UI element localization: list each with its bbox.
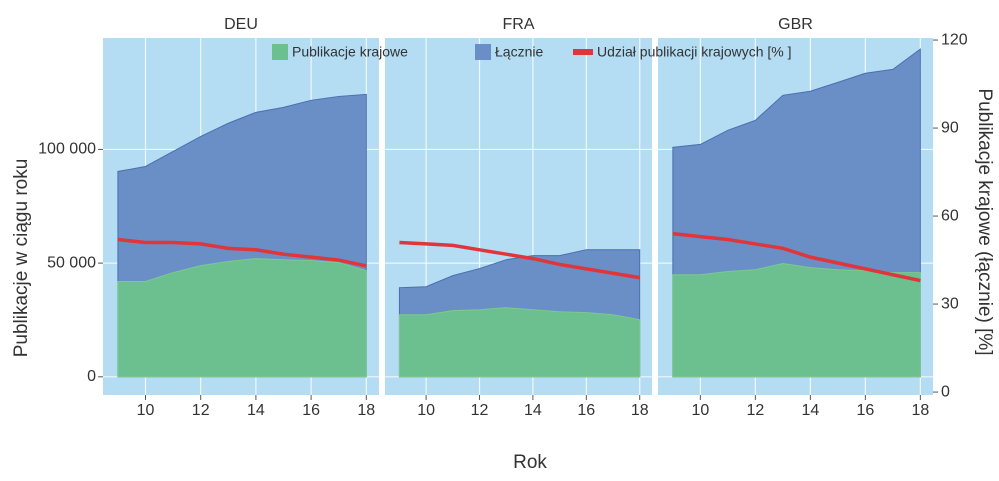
legend: Publikacje krajowe Łącznie Udział publikac…: [272, 44, 792, 60]
y-axis-title: Publikacje w ciągu roku: [11, 159, 32, 358]
x-tick-label: 16: [302, 402, 320, 419]
y2-tick-label: 30: [941, 295, 959, 312]
x-tick-label: 14: [247, 402, 265, 419]
legend-label: Publikacje krajowe: [292, 44, 408, 60]
y2-axis-title: Publikacje krajowe (łącznie) [%]: [974, 88, 995, 355]
x-tick-label: 16: [856, 402, 874, 419]
y2-tick-label: 60: [941, 207, 959, 224]
x-tick-label: 14: [524, 402, 542, 419]
legend-swatch: [573, 49, 593, 55]
line: [117, 237, 367, 268]
panel-title: FRA: [503, 16, 535, 33]
panel: DEU 10 12 14 16 18: [103, 16, 379, 419]
y2-tick-label: 90: [941, 119, 959, 136]
x-tick-label: 12: [746, 402, 764, 419]
x-tick-label: 18: [357, 402, 375, 419]
x-tick-label: 10: [137, 402, 155, 419]
legend-swatch: [475, 44, 491, 60]
panel: FRA 10 12 14 16 18: [385, 16, 652, 419]
x-tick-label: 16: [577, 402, 595, 419]
y-tick-label: 0: [87, 368, 96, 385]
y-tick-label: 100 000: [38, 141, 96, 158]
x-tick-label: 14: [801, 402, 819, 419]
area: [117, 258, 367, 378]
x-tick-label: 10: [417, 402, 435, 419]
legend-swatch: [272, 44, 288, 60]
legend-label: Łącznie: [495, 44, 543, 60]
x-tick-label: 12: [471, 402, 489, 419]
area: [672, 263, 921, 378]
x-tick-label: 10: [691, 402, 709, 419]
panel-title: GBR: [778, 16, 813, 33]
legend-label: Udział publikacji krajowych [% ]: [597, 44, 792, 60]
y2-tick-label: 120: [941, 31, 968, 48]
line: [672, 231, 921, 283]
y-tick-label: 50 000: [47, 254, 96, 271]
x-tick-label: 18: [631, 402, 649, 419]
line: [399, 240, 641, 280]
panel-title: DEU: [224, 16, 258, 33]
x-tick-label: 12: [192, 402, 210, 419]
x-axis-title: Rok: [513, 452, 547, 473]
panel: GBR 10 12 14 16 18: [658, 16, 933, 419]
y2-tick-label: 0: [941, 383, 950, 400]
x-tick-label: 18: [911, 402, 929, 419]
area: [398, 307, 641, 378]
